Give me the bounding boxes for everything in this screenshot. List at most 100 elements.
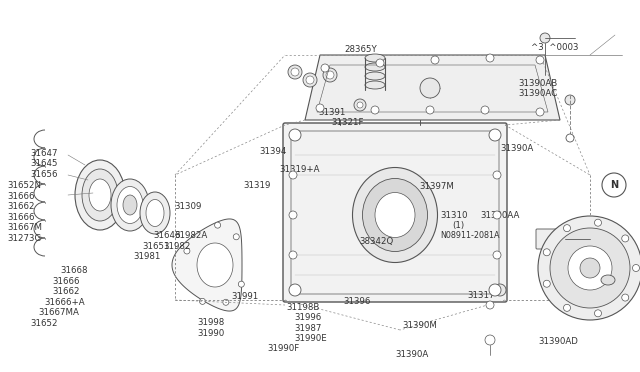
Circle shape	[565, 95, 575, 105]
Ellipse shape	[117, 186, 143, 224]
Circle shape	[420, 78, 440, 98]
Text: 31647: 31647	[31, 149, 58, 158]
Text: 31651: 31651	[142, 242, 170, 251]
Circle shape	[543, 249, 550, 256]
Text: 31666+A: 31666+A	[45, 298, 85, 307]
Text: 31645: 31645	[31, 159, 58, 168]
Text: 31652: 31652	[31, 319, 58, 328]
Text: 31396: 31396	[343, 297, 371, 306]
Circle shape	[289, 211, 297, 219]
Circle shape	[289, 129, 301, 141]
Circle shape	[568, 246, 612, 290]
Polygon shape	[197, 243, 233, 287]
Text: 31667MA: 31667MA	[38, 308, 79, 317]
Polygon shape	[305, 55, 560, 120]
Text: 31991: 31991	[232, 292, 259, 301]
FancyBboxPatch shape	[283, 123, 507, 302]
Text: 31666: 31666	[8, 192, 35, 201]
Text: 31273G: 31273G	[8, 234, 42, 243]
Circle shape	[536, 108, 544, 116]
Circle shape	[316, 104, 324, 112]
Circle shape	[538, 216, 640, 320]
Text: 31390AC: 31390AC	[518, 89, 557, 98]
Circle shape	[426, 106, 434, 114]
Text: 31390AA: 31390AA	[480, 211, 520, 219]
Text: 31990: 31990	[197, 329, 225, 338]
Circle shape	[550, 228, 630, 308]
Text: (1): (1)	[452, 221, 464, 230]
Circle shape	[540, 33, 550, 43]
Text: 31652N: 31652N	[8, 182, 42, 190]
Circle shape	[289, 284, 301, 296]
Circle shape	[493, 171, 501, 179]
Text: 31662: 31662	[8, 202, 35, 211]
Circle shape	[543, 280, 550, 287]
Circle shape	[326, 71, 334, 79]
Circle shape	[536, 56, 544, 64]
Text: 31390A: 31390A	[500, 144, 534, 153]
Ellipse shape	[111, 179, 149, 231]
Text: 31990F: 31990F	[268, 344, 300, 353]
Text: 28365Y: 28365Y	[344, 45, 377, 54]
Text: 31390AB: 31390AB	[518, 79, 557, 88]
Circle shape	[566, 134, 574, 142]
Circle shape	[223, 299, 229, 305]
Circle shape	[493, 251, 501, 259]
Text: 31987: 31987	[294, 324, 322, 333]
Circle shape	[431, 56, 439, 64]
Text: 31317: 31317	[467, 291, 495, 300]
Circle shape	[184, 248, 190, 254]
Circle shape	[602, 173, 626, 197]
Text: 31390M: 31390M	[402, 321, 436, 330]
Text: ^3  ^0003: ^3 ^0003	[531, 43, 579, 52]
Circle shape	[489, 284, 501, 296]
Text: 31321F: 31321F	[332, 118, 364, 127]
Text: N08911-2081A: N08911-2081A	[440, 231, 500, 240]
Text: 31646: 31646	[154, 231, 181, 240]
Text: 31982A: 31982A	[174, 231, 207, 240]
Ellipse shape	[146, 199, 164, 227]
Circle shape	[306, 76, 314, 84]
Text: 31666: 31666	[8, 213, 35, 222]
Ellipse shape	[140, 192, 170, 234]
Text: 31391: 31391	[319, 108, 346, 117]
Circle shape	[486, 54, 494, 62]
Circle shape	[371, 106, 379, 114]
Circle shape	[580, 258, 600, 278]
Ellipse shape	[123, 195, 137, 215]
Circle shape	[233, 234, 239, 240]
Ellipse shape	[365, 63, 385, 71]
Circle shape	[489, 129, 501, 141]
Text: 31390AD: 31390AD	[539, 337, 579, 346]
Text: 31309: 31309	[174, 202, 202, 211]
Text: 38342Q: 38342Q	[360, 237, 394, 246]
Circle shape	[486, 301, 494, 309]
Circle shape	[376, 59, 384, 67]
Circle shape	[200, 298, 205, 304]
Text: 31319+A: 31319+A	[279, 165, 319, 174]
Circle shape	[621, 294, 628, 301]
Circle shape	[323, 68, 337, 82]
Circle shape	[563, 304, 570, 311]
Text: 31310: 31310	[440, 211, 468, 219]
Ellipse shape	[601, 275, 615, 285]
Ellipse shape	[75, 160, 125, 230]
Text: 31656: 31656	[31, 170, 58, 179]
Ellipse shape	[365, 54, 385, 62]
Circle shape	[493, 211, 501, 219]
Text: 31198B: 31198B	[287, 303, 320, 312]
Text: 31996: 31996	[294, 313, 322, 322]
FancyBboxPatch shape	[536, 229, 566, 249]
Ellipse shape	[362, 179, 428, 251]
Circle shape	[621, 235, 628, 242]
Ellipse shape	[375, 192, 415, 237]
Text: 31668: 31668	[60, 266, 88, 275]
Circle shape	[214, 222, 221, 228]
Circle shape	[481, 106, 489, 114]
Circle shape	[288, 65, 302, 79]
Circle shape	[563, 225, 570, 232]
Circle shape	[289, 251, 297, 259]
Text: N: N	[610, 180, 618, 190]
Text: 31662: 31662	[52, 287, 80, 296]
Text: 31666: 31666	[52, 277, 80, 286]
